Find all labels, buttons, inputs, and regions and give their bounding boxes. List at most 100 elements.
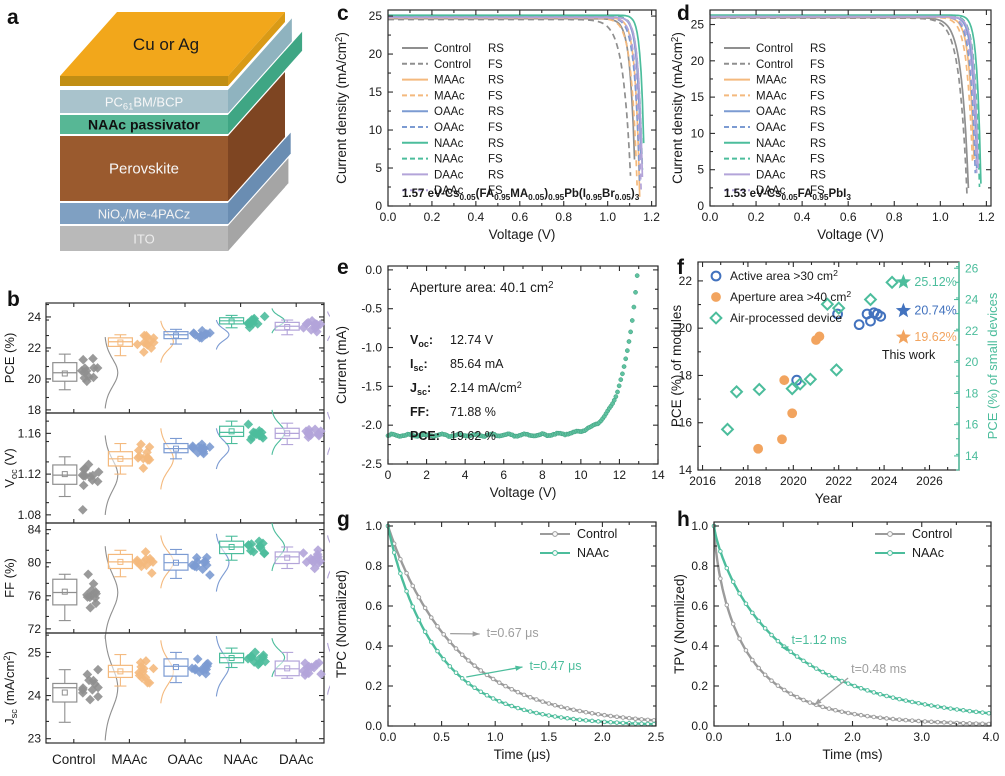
star-label: 19.62% [914,330,956,344]
y-tick-label: 20 [369,47,383,61]
data-point [93,664,103,675]
x-tick-label: 2 [423,468,430,482]
layer-top-electrode [60,12,285,76]
decay-chart: 0.0 0.5 1.0 1.5 2.0 2.5 0.0 0.2 0.4 0.6 0.8 1.0 Time… [334,519,665,762]
scatter-point [831,301,846,315]
star-marker [895,274,911,289]
x-tick-label: 1.0 [487,730,504,744]
curve-bead [435,624,440,629]
jv-curve-daac-fs [710,16,978,174]
curve-bead [801,697,806,703]
legend: Control RS Control FS MAAc RS MAAc FS OAAc RS OAAc… [724,43,826,197]
curve-bead [429,615,434,620]
y2-tick-label: 20 [965,355,979,369]
curve-bead [459,652,465,658]
curve-bead [986,721,992,727]
violin-curve [271,308,286,334]
legend-label: Control [434,59,471,71]
curve-bead [410,604,415,609]
y-tick-label: 0.2 [365,679,382,693]
curve-bead [852,711,857,717]
curve-bead [737,636,742,641]
y-tick-label: 76 [28,589,42,603]
scatter-point [709,311,723,325]
curve-bead [890,716,896,722]
x-tick-label: 4.0 [983,730,1000,744]
curve-bead [453,670,459,675]
data-point [246,434,256,445]
module-iv-chart: 0 2 4 6 8 10 12 14 0.0 -0.5 -1.0 -1.5 -2.0 -2.5 Voltag… [334,263,665,500]
box-group-oaac [163,635,230,697]
curve-bead [807,700,813,705]
x-tick-label: 1.2 [978,210,995,224]
this-work-label: This work [882,348,936,362]
box-group-daac [274,535,330,579]
data-point [141,656,151,666]
curve-bead [596,719,601,724]
curve-bead [845,681,851,686]
panel-letter-c: c [337,2,349,25]
legend-label: Air-processed device [730,311,842,325]
box [274,551,300,565]
curve-bead [639,721,644,727]
curve-bead [769,632,774,638]
scatter-point [729,385,744,399]
data-point [259,311,270,322]
lifetime-annotation: t=0.67 μs [487,626,539,640]
panel-e-module-iv-curve: 0 2 4 6 8 10 12 14 0.0 -0.5 -1.0 -1.5 -2.0 -2.5 Voltag… [334,263,665,500]
curve-bead [416,595,422,600]
curve-bead [941,705,947,710]
category-label: NAAc [223,752,258,767]
curve-bead [422,629,428,635]
curve-bead [645,721,651,727]
iv-point [624,348,630,353]
legend-label: Control [756,43,793,55]
stat-label: Voc​: [410,333,433,349]
x-tick-label: 1.0 [599,210,616,224]
legend-label: NAAc [577,546,609,560]
curve-bead [871,690,877,695]
data-point [298,548,309,558]
curve-bead [852,683,857,689]
scatter-point [814,331,825,342]
subplot-1: 1.08 1.12 1.16 Voc​ (V) [2,409,330,524]
x-tick-label: 0.0 [380,730,397,744]
data-point [142,677,153,688]
curve-bead [398,556,403,562]
y-axis-label: Current density (mA/cm2​) [334,32,349,184]
curve-bead [916,700,921,706]
decay-curve-control [386,525,657,722]
legend-mode: FS [488,154,503,166]
legend-mode: FS [488,185,503,197]
iv-point [623,356,629,362]
y-tick-label: 1.12 [18,467,42,481]
data-point [91,588,101,599]
y-tick-label: 20 [679,321,693,335]
curve-bead [922,702,928,707]
legend-mode: RS [488,138,504,150]
curve-bead [565,716,570,721]
y-tick-label: 0.6 [365,599,382,613]
curve-bead [639,717,644,722]
curve-bead [422,605,428,611]
panel-letter-f: f [677,256,684,279]
curve-bead [814,666,819,671]
curve-bead [961,720,966,726]
layer-side-3 [228,72,285,201]
curve-bead [472,685,477,691]
scatter-point [753,443,764,454]
curve-bead [558,715,564,720]
curve-bead [558,704,564,710]
x-tick-label: 2020 [780,474,807,488]
box [52,362,78,382]
legend: Control RS Control FS MAAc RS MAAc FS OAAc RS OAAc… [402,43,504,197]
jv-curve-oaac-rs [388,15,642,161]
violin-curve [215,533,230,592]
box-group-daac [274,411,330,455]
curve-bead [775,638,781,644]
curve-bead [909,699,915,705]
y-axis-label: Current (mA) [334,326,349,404]
scatter-point [829,363,844,377]
y-tick-label: 0.8 [691,559,708,573]
box-group-daac [274,642,330,695]
